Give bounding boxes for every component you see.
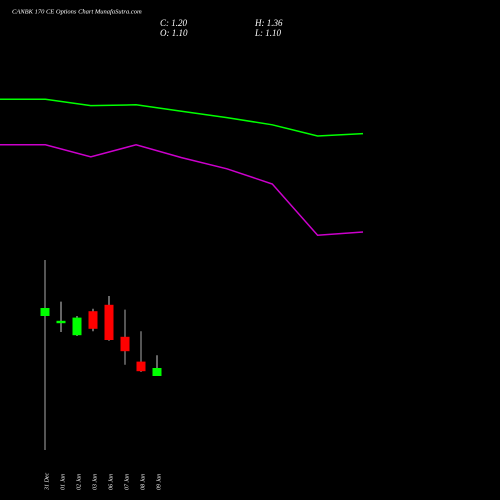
chart-title: CANBK 170 CE Options Chart MunafaSutra.c…	[12, 8, 142, 15]
candle-body	[120, 336, 130, 352]
x-tick-label: 03 Jan	[92, 474, 98, 490]
x-tick-label: 02 Jan	[76, 474, 82, 490]
candle-body	[104, 304, 114, 340]
ohlc-label: L: 1.10	[254, 28, 282, 38]
ohlc-label: C: 1.20	[160, 18, 188, 28]
x-tick-label: 09 Jan	[156, 474, 162, 490]
indicator-line	[0, 98, 364, 137]
candle-body	[72, 317, 82, 336]
x-tick-label: 07 Jan	[124, 474, 130, 490]
x-tick-label: 01 Jan	[60, 474, 66, 490]
x-tick-label: 06 Jan	[108, 474, 114, 490]
candle-body	[152, 368, 162, 376]
x-tick-label: 08 Jan	[140, 474, 146, 490]
x-tick-label: 31 Dec	[44, 473, 50, 491]
ohlc-label: H: 1.36	[254, 18, 283, 28]
candle-body	[56, 320, 66, 324]
ohlc-label: O: 1.10	[160, 28, 188, 38]
candle-body	[40, 308, 50, 316]
candle-body	[136, 361, 146, 372]
indicator-line	[0, 144, 364, 236]
candle-body	[88, 311, 98, 329]
